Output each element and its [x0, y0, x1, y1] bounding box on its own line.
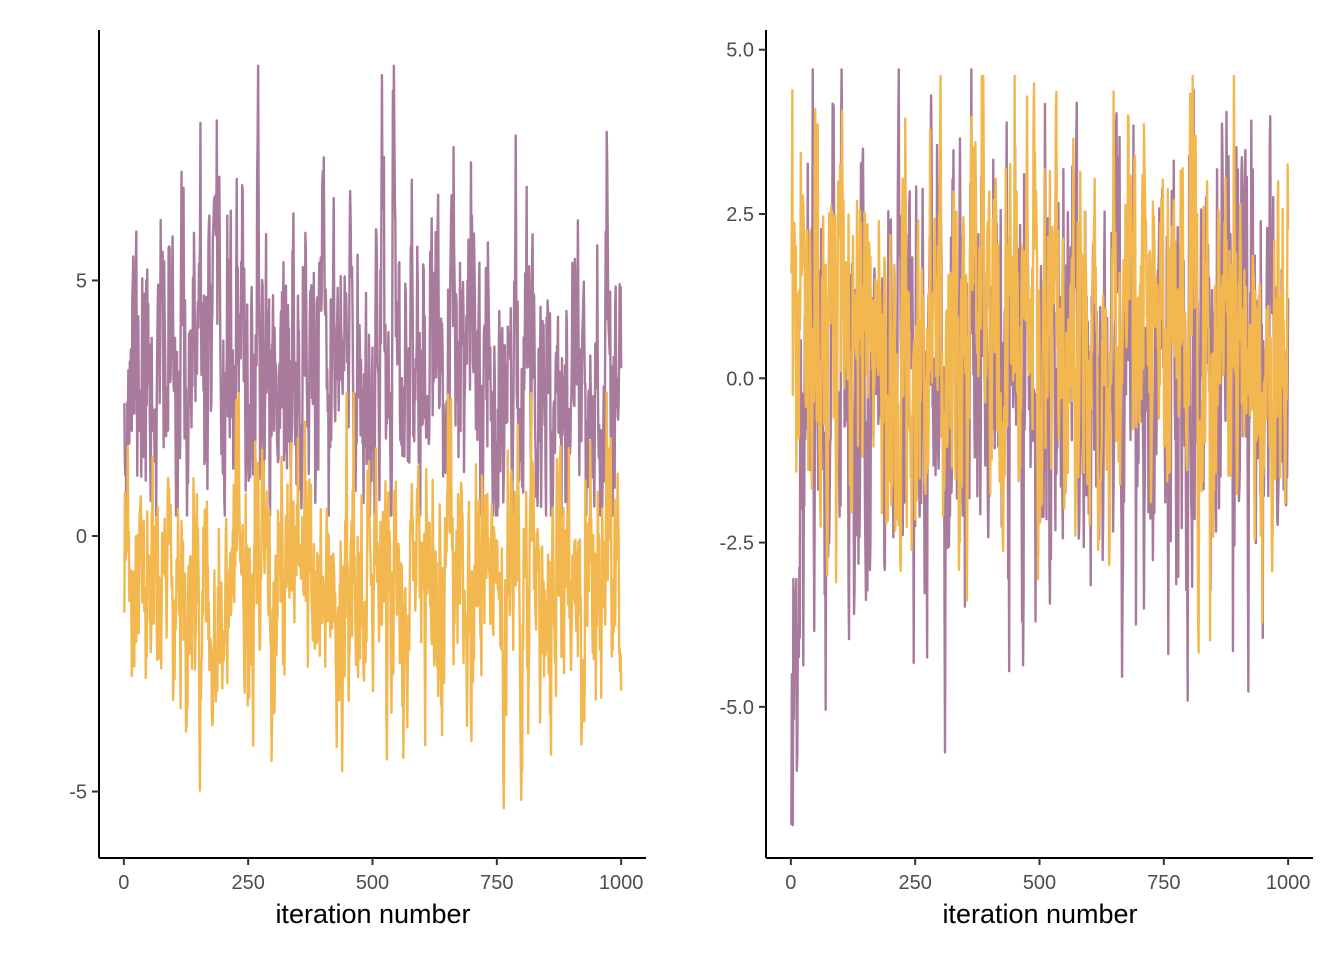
right-y-tick-label: 5.0: [726, 40, 754, 62]
left-x-tick-label: 750: [480, 872, 513, 894]
left-y-tick-label: 5: [76, 270, 87, 292]
right-y-tick-label: 0.0: [726, 368, 754, 390]
left-x-tick-label: 250: [231, 872, 264, 894]
left-x-tick-label: 500: [356, 872, 389, 894]
left-x-ticks: 0 250 500 750 1000: [118, 858, 643, 894]
right-x-tick-label: 1000: [1266, 872, 1311, 894]
right-x-axis-title: iteration number: [942, 899, 1137, 929]
left-x-axis-title: iteration number: [275, 899, 470, 929]
left-series-line-orange: [123, 391, 623, 810]
left-y-tick-label: 0: [76, 526, 87, 548]
right-y-ticks: -5.0 -2.5 0.0 2.5 5.0: [720, 40, 766, 719]
right-y-tick-label: -5.0: [720, 697, 754, 719]
right-series-layer: [790, 68, 1290, 827]
right-x-tick-label: 500: [1023, 872, 1056, 894]
left-series-layer: [123, 64, 623, 810]
left-series-line-purple: [123, 64, 623, 517]
right-y-tick-label: 2.5: [726, 204, 754, 226]
right-x-ticks: 0 250 500 750 1000: [785, 858, 1310, 894]
left-x-tick-label: 1000: [599, 872, 644, 894]
right-x-tick-label: 750: [1147, 872, 1180, 894]
right-trace-panel: -5.0 -2.5 0.0 2.5 5.0 0 250 500 750 1000 iterati…: [720, 30, 1313, 929]
left-x-tick-label: 0: [118, 872, 129, 894]
right-y-tick-label: -2.5: [720, 533, 754, 555]
left-y-tick-label: -5: [69, 782, 87, 804]
left-y-ticks: -5 0 5: [69, 270, 99, 804]
left-trace-panel: -5 0 5 0 250 500 750 1000 iteration number: [69, 30, 646, 929]
right-x-tick-label: 250: [898, 872, 931, 894]
right-x-tick-label: 0: [785, 872, 796, 894]
right-series-line-orange: [790, 74, 1290, 654]
